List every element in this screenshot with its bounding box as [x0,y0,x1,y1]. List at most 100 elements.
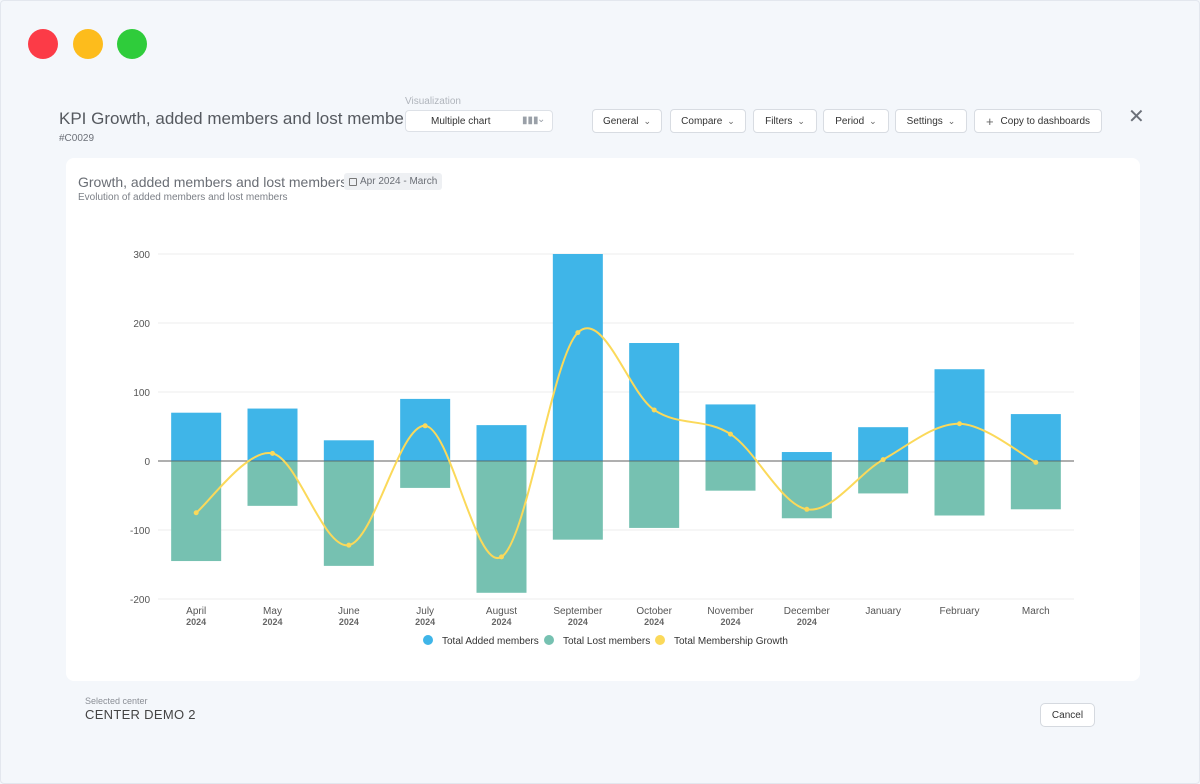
date-range-badge: Apr 2024 - March [344,173,443,190]
x-tick-label: July [416,606,434,617]
x-tick-label: August [486,606,517,617]
bar-lost [629,461,680,528]
y-tick-label: 0 [144,457,150,468]
bar-lost [858,461,909,494]
bar-added [934,369,985,461]
growth-point [193,510,199,516]
legend-label: Total Membership Growth [674,636,788,647]
visualization-label: Visualization [405,96,461,107]
plus-icon: + [985,113,994,129]
copy-button-label: Copy to dashboards [1000,115,1091,127]
chevron-down-icon: ⌄ [947,115,956,126]
visualization-select[interactable]: Multiple chart ▮▮▮ ⌄ [405,110,553,132]
growth-point [1033,459,1039,465]
bar-added [1010,414,1061,461]
x-tick-label: May [263,606,282,617]
window-minimize-dot[interactable] [73,29,103,59]
bar-added [629,343,680,461]
cancel-button[interactable]: Cancel [1040,703,1095,727]
y-tick-label: 100 [133,388,150,399]
chevron-down-icon: ⌄ [869,115,877,126]
bar-added [552,254,603,461]
x-tick-year-label: 2024 [415,617,435,627]
x-tick-label: November [707,606,754,617]
calendar-icon [349,177,357,186]
chevron-down-icon: ⌄ [797,115,805,126]
bar-added [171,412,222,461]
period-button-label: Period [835,115,865,127]
growth-point [804,506,810,512]
bar-lost [552,461,603,540]
x-tick-label: April [186,606,206,617]
settings-button[interactable]: Settings ⌄ [895,109,967,133]
x-tick-label: June [338,606,360,617]
legend-label: Total Lost members [563,636,650,647]
bar-lost [934,461,985,516]
chart-title: Growth, added members and lost members [78,174,348,190]
bar-lost [705,461,756,491]
x-tick-year-label: 2024 [797,617,817,627]
y-tick-label: -200 [130,595,150,606]
chart-card: Growth, added members and lost members A… [66,158,1140,681]
period-button[interactable]: Period ⌄ [823,109,889,133]
page-title: KPI Growth, added members and lost membe… [59,109,419,128]
window-maximize-dot[interactable] [117,29,147,59]
x-tick-year-label: 2024 [568,617,588,627]
kpi-code: #C0029 [59,133,95,144]
growth-line [195,327,1037,559]
bar-added [781,452,832,461]
legend-marker [544,635,554,645]
bar-added [400,398,451,461]
x-tick-year-label: 2024 [644,617,664,627]
growth-point [651,407,657,413]
chart-svg: -200-1000100200300April2024May2024June20… [130,250,1074,647]
x-tick-label: March [1022,606,1050,617]
copy-to-dashboards-button[interactable]: + Copy to dashboards [974,109,1102,133]
bar-lost [476,461,527,593]
legend-marker [423,635,433,645]
window-close-dot[interactable] [28,29,58,59]
bar-added [858,427,909,461]
filters-button[interactable]: Filters ⌄ [753,109,817,133]
x-tick-year-label: 2024 [339,617,359,627]
selected-center-value: CENTER DEMO 2 [85,707,196,722]
compare-button[interactable]: Compare ⌄ [670,109,746,133]
bar-chart-icon: ▮▮▮ [522,115,539,126]
chevron-down-icon: ⌄ [537,114,546,125]
x-tick-label: October [636,606,672,617]
filters-button-label: Filters [765,115,793,127]
date-range-text: Apr 2024 - March [360,176,438,187]
x-tick-year-label: 2024 [186,617,206,627]
x-tick-label: February [939,606,979,617]
settings-button-label: Settings [906,115,943,127]
close-icon[interactable]: ✕ [1128,106,1145,128]
growth-point [575,330,581,336]
growth-point [728,431,733,437]
x-tick-label: December [784,606,831,617]
x-tick-year-label: 2024 [491,617,511,627]
chart-subtitle: Evolution of added members and lost memb… [78,192,288,203]
x-tick-label: January [865,606,901,617]
y-tick-label: 300 [133,250,150,261]
general-button-label: General [602,115,639,127]
x-tick-year-label: 2024 [262,617,282,627]
bar-lost [323,461,374,566]
y-tick-label: 200 [133,319,150,330]
legend-label: Total Added members [442,636,539,647]
bar-added [323,440,374,461]
growth-point [422,423,428,429]
growth-point [270,450,275,456]
growth-point [880,457,886,463]
bar-lost [400,461,451,488]
y-tick-label: -100 [130,526,150,537]
compare-button-label: Compare [681,115,723,127]
growth-point [499,554,504,560]
growth-point [346,542,352,548]
x-tick-year-label: 2024 [720,617,740,627]
bar-added [476,425,527,461]
general-button[interactable]: General ⌄ [592,109,662,133]
x-tick-label: September [553,606,603,617]
visualization-value: Multiple chart [431,116,491,127]
legend-marker [655,635,665,645]
chevron-down-icon: ⌄ [727,115,735,126]
